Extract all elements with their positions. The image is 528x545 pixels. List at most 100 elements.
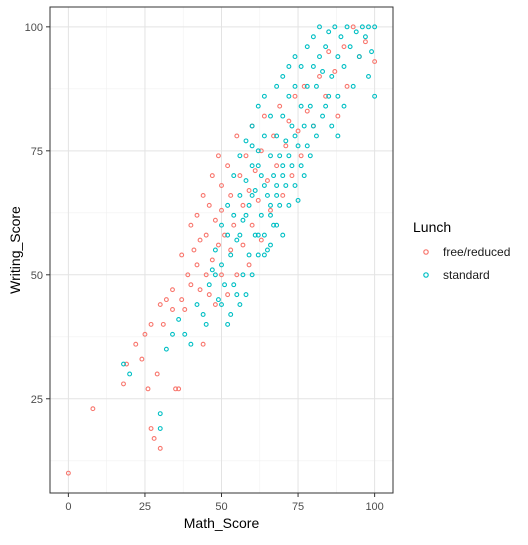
point-standard: [289, 123, 295, 129]
point-free-reduced: [372, 59, 378, 64]
point-standard: [320, 113, 326, 119]
point-standard: [219, 302, 224, 307]
legend: Lunch free/reduced standard: [413, 219, 510, 282]
point-standard: [344, 24, 350, 30]
point-free-reduced: [160, 321, 166, 327]
point-standard: [280, 232, 286, 238]
x-tick-label: 0: [65, 501, 71, 513]
point-standard: [234, 292, 240, 298]
point-standard: [252, 188, 258, 193]
point-standard: [280, 163, 286, 169]
point-free-reduced: [335, 113, 341, 119]
point-standard: [268, 153, 273, 159]
point-free-reduced: [170, 307, 175, 312]
point-standard: [298, 163, 304, 169]
point-free-reduced: [212, 302, 218, 307]
point-free-reduced: [252, 168, 258, 174]
point-free-reduced: [326, 49, 332, 55]
point-standard: [261, 133, 267, 139]
point-standard: [332, 24, 338, 30]
point-standard: [264, 247, 270, 253]
point-free-reduced: [209, 257, 215, 263]
point-standard: [372, 93, 378, 99]
point-standard: [317, 24, 322, 30]
point-free-reduced: [194, 262, 200, 268]
point-standard: [277, 202, 283, 208]
point-standard: [163, 346, 169, 352]
point-standard: [292, 133, 298, 139]
point-free-reduced: [90, 406, 96, 412]
point-standard: [326, 29, 332, 35]
point-free-reduced: [176, 386, 182, 392]
point-standard: [341, 103, 347, 109]
point-standard: [341, 64, 347, 69]
point-standard: [326, 93, 332, 99]
point-standard: [268, 212, 273, 218]
point-free-reduced: [271, 133, 277, 139]
point-free-reduced: [209, 173, 215, 179]
point-standard: [366, 73, 371, 79]
axis-layer: 0 25 50 75 100 25 50 75 100: [25, 22, 384, 513]
point-standard: [301, 123, 307, 129]
point-standard: [127, 371, 133, 377]
point-free-reduced: [231, 222, 237, 228]
point-standard: [268, 242, 273, 248]
point-standard: [209, 267, 215, 273]
point-standard: [310, 64, 316, 69]
point-free-reduced: [255, 197, 261, 203]
point-standard: [258, 212, 264, 218]
x-axis-title: Math_Score: [184, 515, 260, 531]
point-standard: [286, 202, 292, 208]
point-standard: [243, 178, 249, 184]
point-standard: [225, 232, 231, 238]
point-standard: [182, 331, 188, 337]
point-free-reduced: [234, 272, 240, 278]
point-standard: [261, 252, 267, 258]
point-free-reduced: [304, 108, 310, 114]
point-standard: [274, 193, 280, 198]
point-standard: [219, 262, 224, 268]
point-free-reduced: [197, 287, 203, 293]
point-standard: [338, 34, 344, 40]
point-standard: [228, 252, 234, 258]
point-free-reduced: [246, 262, 252, 268]
point-free-reduced: [240, 202, 246, 208]
point-standard: [234, 237, 240, 243]
point-standard: [356, 54, 362, 60]
point-standard: [292, 54, 298, 60]
point-standard: [249, 123, 255, 129]
point-standard: [277, 153, 283, 159]
point-free-reduced: [191, 247, 197, 253]
point-standard: [301, 173, 307, 179]
point-standard: [268, 202, 273, 208]
point-free-reduced: [173, 386, 179, 392]
point-standard: [307, 153, 313, 159]
point-standard: [237, 302, 243, 307]
point-standard: [264, 193, 270, 198]
point-standard: [258, 173, 264, 179]
point-standard: [246, 252, 252, 258]
point-standard: [206, 282, 212, 288]
point-free-reduced: [163, 297, 169, 303]
point-free-reduced: [295, 128, 301, 134]
point-standard: [304, 83, 310, 89]
point-standard: [280, 113, 286, 119]
point-standard: [313, 83, 319, 89]
point-standard: [295, 143, 301, 149]
point-standard: [271, 222, 277, 228]
point-free-reduced: [151, 436, 157, 441]
point-free-reduced: [350, 24, 356, 30]
point-standard: [313, 133, 319, 139]
x-tick-label: 50: [215, 501, 227, 513]
point-free-reduced: [222, 232, 228, 238]
x-tick-label: 75: [292, 501, 304, 513]
point-standard: [317, 54, 322, 60]
point-standard: [310, 123, 316, 129]
point-free-reduced: [170, 287, 175, 293]
point-standard: [249, 163, 255, 169]
point-standard: [231, 212, 237, 218]
point-free-reduced: [203, 272, 209, 278]
point-free-reduced: [246, 188, 252, 193]
point-free-reduced: [206, 292, 212, 298]
point-free-reduced: [206, 202, 212, 208]
